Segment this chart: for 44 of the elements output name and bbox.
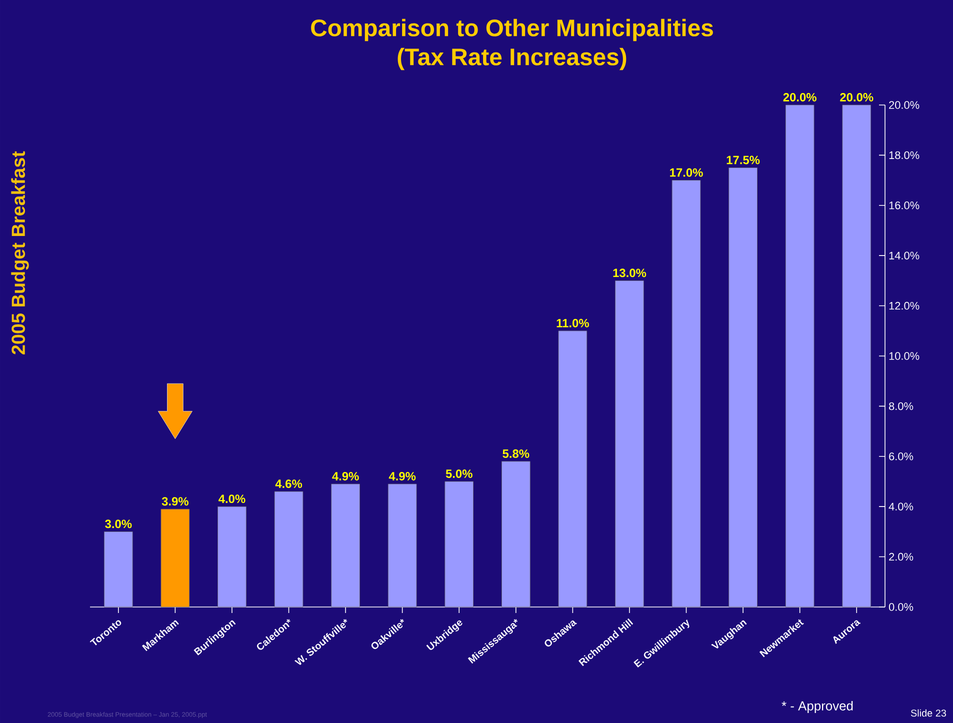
bar xyxy=(444,481,474,608)
bar xyxy=(274,491,304,608)
text: 2005 Budget Breakfast xyxy=(11,151,29,354)
data-label: 5.0% xyxy=(446,470,472,478)
y-tick-label: 4.0% xyxy=(888,502,914,510)
data-label: 4.0% xyxy=(218,494,246,504)
data-label: 4.9% xyxy=(332,472,359,480)
y-tick-label: 16.0% xyxy=(889,202,920,210)
bar xyxy=(558,330,588,608)
bar xyxy=(331,484,360,608)
text: * - Approved xyxy=(782,700,853,714)
bar xyxy=(218,506,246,608)
chart-title: Comparison to Other Municipalities xyxy=(311,18,713,42)
data-label: 20.0% xyxy=(840,93,874,102)
y-tick-label: 6.0% xyxy=(889,452,914,460)
data-label: 17.5% xyxy=(726,156,760,164)
data-label: 3.9% xyxy=(162,497,188,506)
y-tick-label: 12.0% xyxy=(889,302,920,310)
y-tick-label: 20.0% xyxy=(889,101,920,109)
data-label: 11.0% xyxy=(556,318,589,328)
bar xyxy=(785,104,814,608)
bar xyxy=(502,461,530,608)
chart-subtitle: (Tax Rate Increases) xyxy=(398,48,626,70)
text: Slide 23 xyxy=(910,709,946,717)
data-label: 17.0% xyxy=(670,168,703,177)
bar xyxy=(842,104,872,608)
bar xyxy=(160,508,190,608)
bar xyxy=(728,168,758,608)
data-label: 5.8% xyxy=(502,449,530,458)
y-tick-label: 8.0% xyxy=(889,402,914,410)
y-tick-label: 10.0% xyxy=(889,352,920,360)
bar xyxy=(104,531,133,608)
bar xyxy=(672,180,701,608)
bar xyxy=(615,280,644,608)
y-tick-label: 0.0% xyxy=(888,603,914,611)
data-label: 20.0% xyxy=(783,93,816,102)
y-tick-label: 14.0% xyxy=(889,252,920,260)
data-label: 4.9% xyxy=(388,472,416,480)
y-tick-label: 18.0% xyxy=(889,151,920,160)
data-label: 4.6% xyxy=(275,480,302,488)
data-label: 3.0% xyxy=(105,520,132,528)
data-label: 13.0% xyxy=(613,268,646,278)
y-tick-label: 2.0% xyxy=(889,552,914,561)
bar xyxy=(388,484,417,608)
